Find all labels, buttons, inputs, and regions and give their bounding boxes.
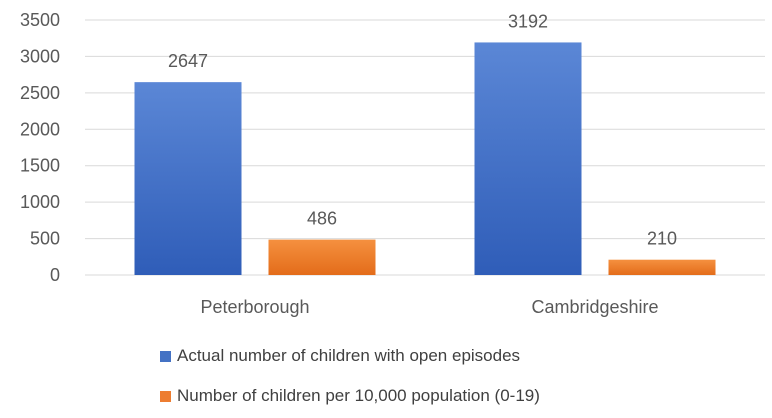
data-label: 210 bbox=[647, 229, 677, 249]
y-tick-label: 2000 bbox=[20, 119, 60, 139]
data-label: 2647 bbox=[168, 51, 208, 71]
data-label: 486 bbox=[307, 209, 337, 229]
legend-item-actual: Actual number of children with open epis… bbox=[160, 346, 520, 366]
x-axis-ticks: Peterborough Cambridgeshire bbox=[200, 297, 658, 317]
bar-per-10000-peterborough bbox=[268, 239, 376, 275]
y-tick-label: 2500 bbox=[20, 83, 60, 103]
x-tick-label: Peterborough bbox=[200, 297, 309, 317]
bar-per-10000-cambridgeshire bbox=[608, 259, 716, 275]
data-labels: 2647 486 3192 210 bbox=[168, 11, 677, 248]
x-tick-label: Cambridgeshire bbox=[531, 297, 658, 317]
bars bbox=[134, 42, 716, 275]
y-tick-label: 1500 bbox=[20, 156, 60, 176]
data-label: 3192 bbox=[508, 11, 548, 31]
y-tick-label: 500 bbox=[30, 229, 60, 249]
y-tick-label: 3500 bbox=[20, 10, 60, 30]
bar-chart: 0 500 1000 1500 2000 2500 3000 3500 2647 486 3192… bbox=[20, 10, 765, 317]
legend-label-per-10000: Number of children per 10,000 population… bbox=[177, 386, 540, 405]
y-tick-label: 0 bbox=[50, 265, 60, 285]
legend-item-per-10000: Number of children per 10,000 population… bbox=[160, 386, 540, 406]
legend-swatch-orange bbox=[160, 390, 171, 402]
legend-label-actual: Actual number of children with open epis… bbox=[177, 346, 521, 365]
bar-actual-cambridgeshire bbox=[474, 42, 582, 275]
legend-swatch-blue bbox=[160, 350, 171, 362]
y-tick-label: 3000 bbox=[20, 46, 60, 66]
y-axis-ticks: 0 500 1000 1500 2000 2500 3000 3500 bbox=[20, 10, 60, 285]
bar-actual-peterborough bbox=[134, 82, 242, 275]
y-tick-label: 1000 bbox=[20, 192, 60, 212]
